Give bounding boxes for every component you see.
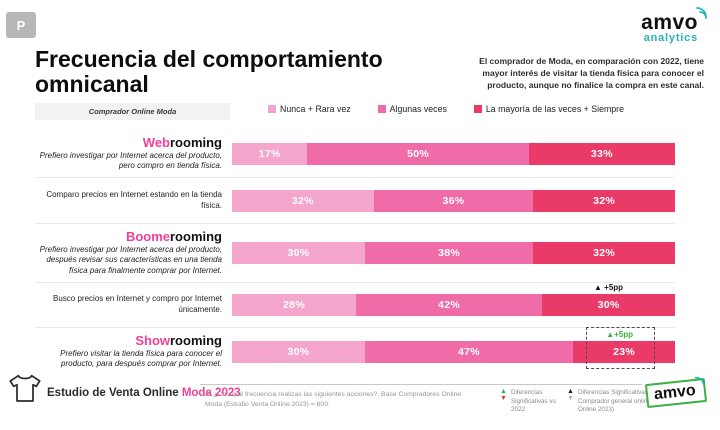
legend-item-most-always: La mayoría de las veces + Siempre: [473, 104, 625, 114]
down-triangle-icon: ▼: [500, 394, 507, 402]
bar-segment: 47%: [364, 341, 574, 363]
bar-segment: 30%: [542, 294, 675, 316]
behavior-title: Showrooming: [135, 332, 222, 348]
behavior-description: Prefiero visitar la tienda física para c…: [60, 348, 222, 369]
legend-swatch-most-always: [473, 105, 482, 113]
row-label: Comparo precios en Internet estando en l…: [35, 190, 232, 211]
stacked-bar: 28% 42% 30%: [232, 294, 675, 316]
behavior-description: Prefiero investigar por Internet acerca …: [39, 150, 222, 171]
stacked-bar: 17% 50% 33%: [232, 143, 675, 165]
stacked-bar: 32% 36% 32%: [232, 189, 675, 212]
bar-segment: 32%: [232, 189, 374, 212]
insight-text: El comprador de Moda, en comparación con…: [479, 56, 704, 91]
row-boomerooming: Boomerooming Prefiero investigar por Int…: [35, 224, 675, 283]
row-label: Boomerooming Prefiero investigar por Int…: [35, 228, 232, 277]
row-label: Webrooming Prefiero investigar por Inter…: [35, 134, 232, 172]
amvo-footer-logo: amvo: [645, 376, 708, 409]
page-title: Frecuencia del comportamiento omnicanal: [35, 46, 383, 97]
amvo-analytics-logo: amvo analytics: [641, 7, 707, 44]
behavior-description: Prefiero investigar por Internet acerca …: [39, 244, 222, 275]
significance-annotation-vs-2022: ▲+5pp: [606, 330, 634, 339]
legend-item-never-rare: Nunca + Rara vez: [268, 104, 351, 114]
bar-segment: 42%: [356, 294, 543, 316]
row-label: Busco precios en Internet y compro por I…: [35, 294, 232, 315]
behavior-rows: Webrooming Prefiero investigar por Inter…: [35, 131, 675, 376]
legend-swatch-sometimes: [377, 105, 386, 113]
tshirt-icon: [9, 374, 41, 402]
footer-divider: [200, 384, 642, 385]
row-compare-prices-in-store: Comparo precios en Internet estando en l…: [35, 178, 675, 224]
bar-segment: 30%: [232, 242, 365, 264]
legend-label: Nunca + Rara vez: [280, 104, 351, 114]
signal-waves-icon: [696, 7, 707, 19]
bar-segment: 32%: [533, 242, 675, 264]
analytics-label: analytics: [643, 32, 698, 44]
source-footnote: P: ¿Con qué frecuencia realizas las sigu…: [205, 391, 462, 408]
up-triangle-icon: ▲: [500, 388, 507, 395]
behavior-description: Comparo precios en Internet estando en l…: [46, 189, 222, 210]
row-label: Showrooming Prefiero visitar la tienda f…: [35, 332, 232, 370]
bar-segment: 38%: [364, 242, 534, 264]
amvo-logo-text: amvo: [641, 11, 698, 34]
row-buy-online-only: Busco precios en Internet y compro por I…: [35, 283, 675, 328]
legend-swatch-never-rare: [268, 105, 276, 113]
row-webrooming: Webrooming Prefiero investigar por Inter…: [35, 131, 675, 178]
stacked-bar: 30% 38% 32%: [232, 242, 675, 264]
up-triangle-icon: ▲: [567, 388, 574, 395]
bar-segment: 33%: [528, 143, 675, 165]
stacked-bar: 30% 47% 23%: [232, 341, 675, 363]
down-triangle-icon: ▼: [567, 394, 574, 402]
up-down-triangles-icon: ▲ ▼: [500, 388, 507, 415]
page-badge: P: [6, 12, 36, 38]
legend-label: La mayoría de las veces + Siempre: [485, 104, 625, 114]
significance-annotation-vs-general: ▲ +5pp: [594, 283, 624, 292]
behavior-description: Busco precios en Internet y compro por I…: [53, 294, 222, 314]
up-down-triangles-icon: ▲ ▼: [567, 388, 574, 415]
bar-wrap: 17% 50% 33%: [232, 143, 675, 165]
highlight-dashed-box: [586, 327, 656, 369]
bar-segment: 50%: [307, 143, 529, 165]
row-showrooming: Showrooming Prefiero visitar la tienda f…: [35, 327, 675, 376]
sig-legend-text: Diferencias Significativas vs 2022: [510, 389, 556, 413]
amvo-logo-text: amvo: [653, 381, 697, 404]
legend-label: Algunas veces: [389, 104, 447, 114]
bar-wrap: ▲ +5pp 28% 42% 30%: [232, 283, 675, 316]
bar-segment: 28%: [232, 294, 357, 316]
legend-item-sometimes: Algunas veces: [377, 104, 447, 114]
sig-legend-vs-2022: ▲ ▼ Diferencias Significativas vs 2022: [500, 388, 562, 415]
audience-tag: Comprador Online Moda: [35, 103, 230, 120]
behavior-title: Webrooming: [142, 134, 222, 150]
bar-segment: 32%: [533, 189, 675, 212]
signal-waves-icon: [694, 376, 705, 386]
sig-legend-vs-general-online: ▲ ▼ Diferencias Significativas vs Compra…: [567, 388, 671, 415]
bar-segment: 17%: [232, 143, 308, 165]
bar-wrap: 30% 38% 32%: [232, 242, 675, 264]
bar-wrap: 32% 36% 32%: [232, 189, 675, 212]
sig-legend-text: Diferencias Significativas vs Comprador …: [577, 389, 671, 413]
bar-segment: 36%: [373, 189, 534, 212]
bar-wrap: ▲+5pp 30% 47% 23%: [232, 327, 675, 369]
bar-segment: 30%: [232, 341, 365, 363]
behavior-title: Boomerooming: [125, 228, 222, 244]
chart-legend: Nunca + Rara vez Algunas veces La mayorí…: [268, 104, 624, 114]
study-title: Estudio de Venta Online Moda 2023: [47, 387, 241, 399]
bar-segment: 23%: [573, 341, 675, 363]
